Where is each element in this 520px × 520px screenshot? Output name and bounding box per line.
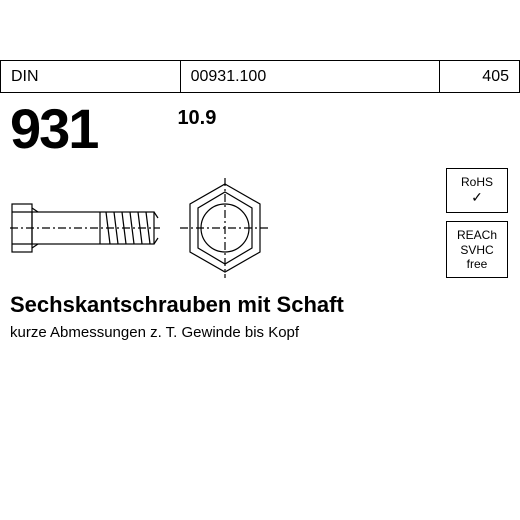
hexagon-front-icon [180,178,270,278]
compliance-badges: RoHS ✓ REACh SVHC free [446,168,508,286]
code-cell: 00931.100 [180,61,440,93]
reach-badge: REACh SVHC free [446,221,508,278]
product-subtitle: kurze Abmessungen z. T. Gewinde bis Kopf [10,324,344,341]
illustrations [10,178,510,278]
standard-cell: DIN [1,61,181,93]
main-row: 931 10.9 [0,93,520,157]
table-row: DIN 00931.100 405 [1,61,520,93]
rohs-badge: RoHS ✓ [446,168,508,213]
reach-label-3: free [451,257,503,271]
ref-cell: 405 [440,61,520,93]
datasheet-card: DIN 00931.100 405 931 10.9 [0,60,520,460]
product-title: Sechskantschrauben mit Schaft [10,292,344,318]
reach-label-2: SVHC [451,243,503,257]
strength-grade: 10.9 [177,107,216,130]
reach-label-1: REACh [451,228,503,242]
din-number: 931 [10,101,97,157]
header-table: DIN 00931.100 405 [0,60,520,93]
bolt-side-icon [10,190,160,266]
rohs-label: RoHS [451,175,503,189]
check-icon: ✓ [451,189,503,206]
title-block: Sechskantschrauben mit Schaft kurze Abme… [10,292,344,341]
